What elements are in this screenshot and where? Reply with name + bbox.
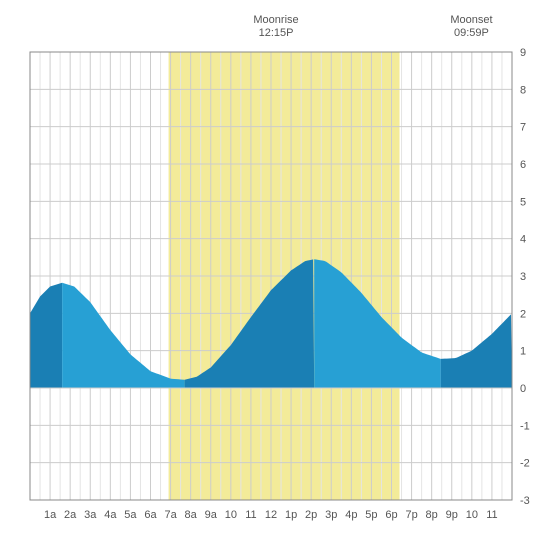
svg-text:8: 8 (520, 84, 526, 96)
svg-text:10: 10 (466, 509, 478, 521)
svg-text:5: 5 (520, 196, 526, 208)
svg-text:6: 6 (520, 159, 526, 171)
moonrise-label: Moonrise 12:15P (248, 14, 304, 40)
svg-text:10: 10 (225, 509, 237, 521)
svg-text:2a: 2a (64, 509, 77, 521)
svg-text:3p: 3p (325, 509, 337, 521)
moonrise-time: 12:15P (259, 27, 294, 39)
svg-text:7a: 7a (164, 509, 177, 521)
svg-text:4a: 4a (104, 509, 117, 521)
svg-text:5p: 5p (365, 509, 377, 521)
svg-text:6a: 6a (144, 509, 157, 521)
svg-text:-3: -3 (520, 495, 530, 507)
svg-text:-1: -1 (520, 420, 530, 432)
svg-text:7: 7 (520, 122, 526, 134)
moonset-title: Moonset (450, 14, 492, 26)
moonset-label: Moonset 09:59P (443, 14, 499, 40)
svg-text:9p: 9p (446, 509, 458, 521)
svg-text:2: 2 (520, 308, 526, 320)
svg-text:0: 0 (520, 383, 526, 395)
svg-text:8a: 8a (185, 509, 198, 521)
svg-text:3: 3 (520, 271, 526, 283)
svg-text:4: 4 (520, 234, 526, 246)
svg-text:2p: 2p (305, 509, 317, 521)
svg-text:9a: 9a (205, 509, 218, 521)
svg-text:3a: 3a (84, 509, 97, 521)
moonrise-title: Moonrise (253, 14, 298, 26)
svg-text:1a: 1a (44, 509, 57, 521)
svg-text:-2: -2 (520, 458, 530, 470)
svg-text:7p: 7p (405, 509, 417, 521)
svg-text:8p: 8p (426, 509, 438, 521)
svg-text:11: 11 (486, 509, 497, 521)
svg-text:1p: 1p (285, 509, 297, 521)
svg-text:9: 9 (520, 47, 526, 59)
svg-text:5a: 5a (124, 509, 137, 521)
svg-text:12: 12 (265, 509, 277, 521)
tide-chart: Moonrise 12:15P Moonset 09:59P -3-2-1012… (10, 10, 540, 540)
svg-text:11: 11 (245, 509, 256, 521)
chart-svg: -3-2-101234567891a2a3a4a5a6a7a8a9a101112… (10, 10, 540, 540)
svg-text:1: 1 (520, 346, 526, 358)
svg-text:6p: 6p (385, 509, 397, 521)
svg-text:4p: 4p (345, 509, 357, 521)
moonset-time: 09:59P (454, 27, 489, 39)
